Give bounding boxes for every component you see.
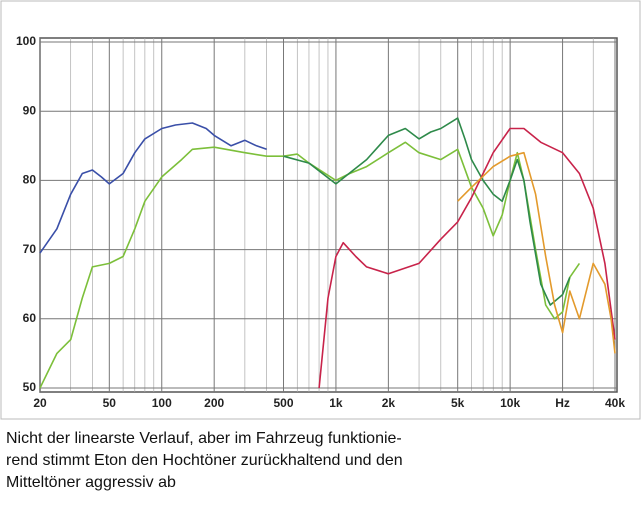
x-tick-label: Hz xyxy=(555,396,570,410)
x-tick-label: 2k xyxy=(382,396,396,410)
y-tick-label: 80 xyxy=(23,173,37,187)
plot-area xyxy=(39,37,618,393)
series-line xyxy=(39,122,267,254)
x-tick-label: 100 xyxy=(152,396,172,410)
y-tick-label: 70 xyxy=(23,242,37,256)
caption-line: Nicht der linearste Verlauf, aber im Fah… xyxy=(6,430,402,447)
x-tick-label: 40k xyxy=(605,396,625,410)
x-tick-label: 500 xyxy=(273,396,293,410)
x-tick-label: 50 xyxy=(103,396,117,410)
x-tick-label: 20 xyxy=(33,396,47,410)
caption-line: rend stimmt Eton den Hochtöner zurückhal… xyxy=(6,452,403,469)
y-tick-label: 90 xyxy=(23,103,37,117)
y-tick-label: 50 xyxy=(23,380,37,394)
x-tick-label: 200 xyxy=(204,396,224,410)
x-tick-label: 1k xyxy=(329,396,343,410)
y-tick-label: 60 xyxy=(23,311,37,325)
x-tick-label: 10k xyxy=(500,396,520,410)
series-line xyxy=(457,151,616,354)
x-tick-label: 5k xyxy=(451,396,465,410)
caption-line: Mitteltöner aggressiv ab xyxy=(6,474,176,491)
series-line xyxy=(283,117,571,306)
series-line xyxy=(318,127,616,389)
y-tick-label: 100 xyxy=(16,34,36,48)
